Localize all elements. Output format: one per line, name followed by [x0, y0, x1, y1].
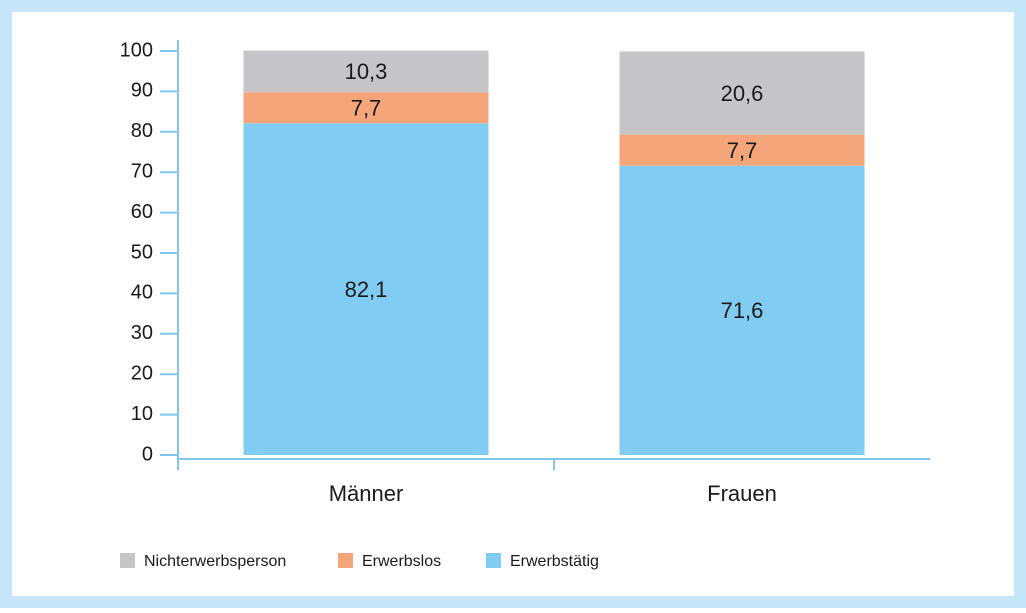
y-tick-label: 10	[131, 403, 153, 425]
legend-label: Erwerbstätig	[510, 553, 599, 570]
y-tick-label: 50	[131, 241, 153, 263]
bar-segment	[243, 50, 489, 93]
y-tick-label: 20	[131, 362, 153, 384]
legend-swatch	[338, 553, 353, 568]
data-label: 20,6	[721, 81, 764, 106]
y-tick-label: 80	[131, 120, 153, 142]
bar-segment	[619, 51, 865, 135]
y-tick-label: 70	[131, 160, 153, 182]
bar-segment	[243, 123, 489, 455]
x-tick-label: Männer	[329, 481, 404, 506]
data-label: 82,1	[345, 277, 388, 302]
data-label: 7,7	[727, 138, 758, 163]
y-tick-label: 0	[142, 443, 153, 465]
legend-label: Erwerbslos	[362, 553, 441, 570]
legend-swatch	[486, 553, 501, 568]
bar-segment	[619, 165, 865, 455]
bar-segment	[619, 134, 865, 166]
x-tick-label: Frauen	[707, 481, 777, 506]
data-label: 71,6	[721, 298, 764, 323]
bar-segment	[243, 92, 489, 124]
y-tick-label: 60	[131, 201, 153, 223]
y-tick-label: 40	[131, 282, 153, 304]
y-tick-label: 90	[131, 80, 153, 102]
data-label: 7,7	[351, 96, 382, 121]
data-label: 10,3	[345, 59, 388, 84]
legend-label: Nichterwerbsperson	[144, 553, 286, 570]
legend-swatch	[120, 553, 135, 568]
y-tick-label: 30	[131, 322, 153, 344]
y-tick-label: 100	[120, 39, 153, 61]
